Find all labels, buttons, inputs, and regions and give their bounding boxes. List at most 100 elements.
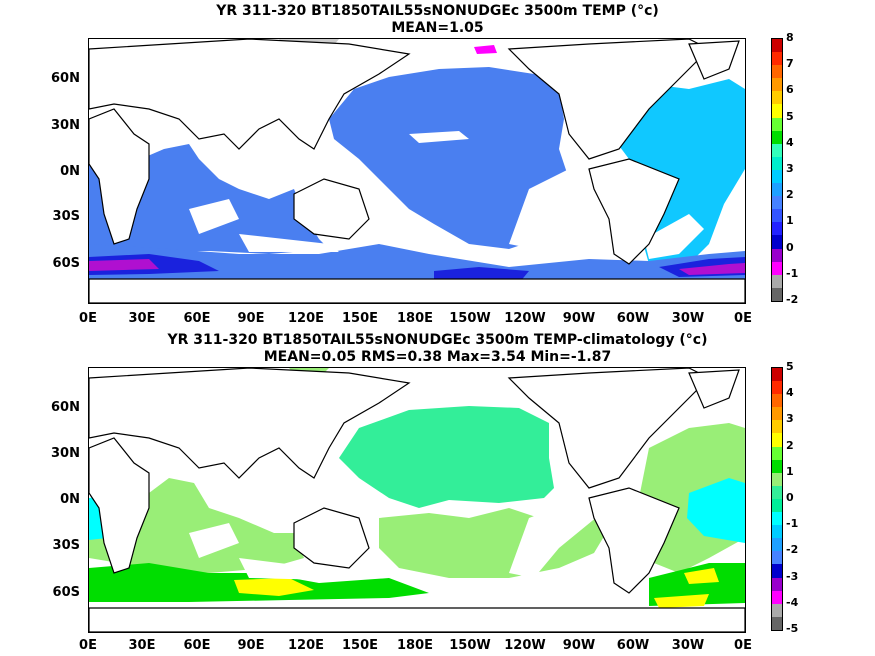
bottom-lon-label: 150W: [449, 638, 491, 653]
top-lat-label-30n: 30N: [51, 118, 80, 133]
bottom-colorbar-tick-label: 0: [786, 491, 794, 504]
bottom-colorbar-swatch: [772, 551, 782, 565]
top-colorbar-tick-label: 5: [786, 109, 794, 123]
top-lon-label: 90E: [237, 311, 265, 326]
top-colorbar: [771, 38, 783, 302]
top-colorbar-swatch: [772, 209, 782, 223]
bottom-field-southern-green-2: [649, 563, 745, 606]
bottom-lat-label-60s: 60S: [52, 585, 80, 600]
bottom-colorbar-swatch: [772, 603, 782, 617]
bottom-colorbar-swatch: [772, 472, 782, 486]
bottom-continent-antarctica: [89, 607, 745, 632]
bottom-colorbar-swatch: [772, 498, 782, 513]
top-map-subtitle: MEAN=1.05: [391, 20, 484, 36]
top-colorbar-swatch: [772, 183, 782, 197]
top-colorbar-tick-label: -2: [786, 293, 799, 306]
bottom-colorbar-tick-label: -4: [786, 595, 799, 609]
top-lon-label: 150W: [449, 311, 491, 326]
bottom-colorbar-swatch: [772, 433, 782, 447]
bottom-colorbar-swatch: [772, 394, 782, 408]
top-field-gaps: [189, 131, 704, 259]
top-colorbar-swatch: [772, 156, 782, 170]
bottom-colorbar-tick-label: -1: [786, 517, 799, 531]
top-lon-label: 120W: [504, 311, 546, 326]
top-colorbar-swatch: [772, 117, 782, 131]
bottom-colorbar-swatch: [772, 577, 782, 591]
top-colorbar-tick-label: 0: [786, 240, 794, 254]
bottom-map-subtitle: MEAN=0.05 RMS=0.38 Max=3.54 Min=-1.87: [263, 349, 612, 365]
top-lon-label: 150E: [341, 311, 379, 326]
top-colorbar-swatch: [772, 78, 782, 92]
top-colorbar-swatch: [772, 287, 782, 301]
bottom-lon-label: 90W: [562, 638, 596, 653]
top-colorbar-swatch: [772, 248, 782, 262]
bottom-colorbar-swatch: [772, 407, 782, 421]
top-ocean-field: [89, 39, 745, 285]
bottom-colorbar-tick-label: 4: [786, 386, 794, 400]
bottom-lon-label: 90E: [237, 638, 265, 653]
bottom-colorbar-swatch: [772, 446, 782, 460]
top-colorbar-swatch: [772, 39, 782, 53]
top-lon-label: 90W: [562, 311, 596, 326]
bottom-continent-greenland: [688, 369, 740, 409]
bottom-lon-label: 120E: [287, 638, 325, 653]
bottom-colorbar-swatch: [772, 420, 782, 434]
top-field-pacific: [329, 67, 569, 249]
top-colorbar-swatch: [772, 52, 782, 66]
bottom-continent-north-america: [507, 368, 711, 489]
bottom-colorbar-tick-label: -2: [786, 543, 799, 557]
top-colorbar-swatch: [772, 235, 782, 249]
top-lon-label: 60E: [183, 311, 211, 326]
bottom-lat-label-30n: 30N: [51, 446, 80, 461]
top-lon-label: 60W: [616, 311, 650, 326]
bottom-continent-eurasia: [89, 368, 411, 479]
top-colorbar-swatch: [772, 261, 782, 275]
bottom-continent-africa: [89, 437, 150, 574]
bottom-colorbar-swatch: [772, 564, 782, 578]
top-map-title: YR 311-320 BT1850TAIL55sNONUDGEc 3500m T…: [216, 3, 659, 19]
top-colorbar-swatch: [772, 222, 782, 236]
bottom-continents: [89, 368, 745, 632]
top-colorbar-swatch: [772, 91, 782, 105]
bottom-field-pacific: [339, 406, 554, 508]
bottom-colorbar-tick-label: -5: [786, 622, 799, 635]
bottom-continent-australia: [293, 507, 370, 569]
top-colorbar-swatch: [772, 104, 782, 118]
top-continent-greenland: [688, 40, 740, 80]
top-colorbar-swatch: [772, 143, 782, 157]
bottom-field-cyan-atlantic: [687, 478, 745, 543]
bottom-colorbar-swatch: [772, 381, 782, 395]
top-colorbar-tick-label: 3: [786, 162, 794, 175]
bottom-map-plot: [88, 367, 746, 633]
bottom-colorbar-swatch: [772, 590, 782, 604]
top-colorbar-swatch: [772, 130, 782, 144]
top-field-purple-2: [679, 263, 745, 275]
bottom-colorbar: [771, 367, 783, 631]
bottom-field-yellow-3: [654, 594, 709, 608]
bottom-colorbar-swatch: [772, 485, 782, 499]
top-colorbar-tick-label: 2: [786, 188, 794, 202]
top-map-svg: [89, 39, 745, 303]
bottom-colorbar-tick-label: 2: [786, 438, 794, 452]
bottom-lon-label: 30W: [671, 638, 705, 653]
bottom-colorbar-tick-label: -3: [786, 569, 799, 583]
bottom-field-yellow-2: [684, 568, 719, 584]
top-colorbar-tick-label: 8: [786, 31, 794, 44]
top-continent-eurasia: [89, 39, 411, 150]
bottom-colorbar-swatch: [772, 512, 782, 526]
bottom-colorbar-swatch: [772, 538, 782, 552]
bottom-map-svg: [89, 368, 745, 632]
top-continents: [89, 39, 745, 303]
bottom-field-yellow-1: [234, 578, 314, 596]
bottom-colorbar-swatch: [772, 525, 782, 539]
top-lon-label: 30E: [128, 311, 156, 326]
top-continent-antarctica: [89, 278, 745, 303]
bottom-map-title: YR 311-320 BT1850TAIL55sNONUDGEc 3500m T…: [167, 332, 708, 348]
top-lon-label: 30W: [671, 311, 705, 326]
bottom-colorbar-tick-label: 3: [786, 412, 794, 426]
bottom-colorbar-tick-label: 1: [786, 464, 794, 478]
top-lat-label-60s: 60S: [52, 256, 80, 271]
top-lat-label-60n: 60N: [51, 71, 80, 86]
bottom-colorbar-swatch: [772, 616, 782, 630]
top-continent-north-america: [507, 39, 711, 160]
